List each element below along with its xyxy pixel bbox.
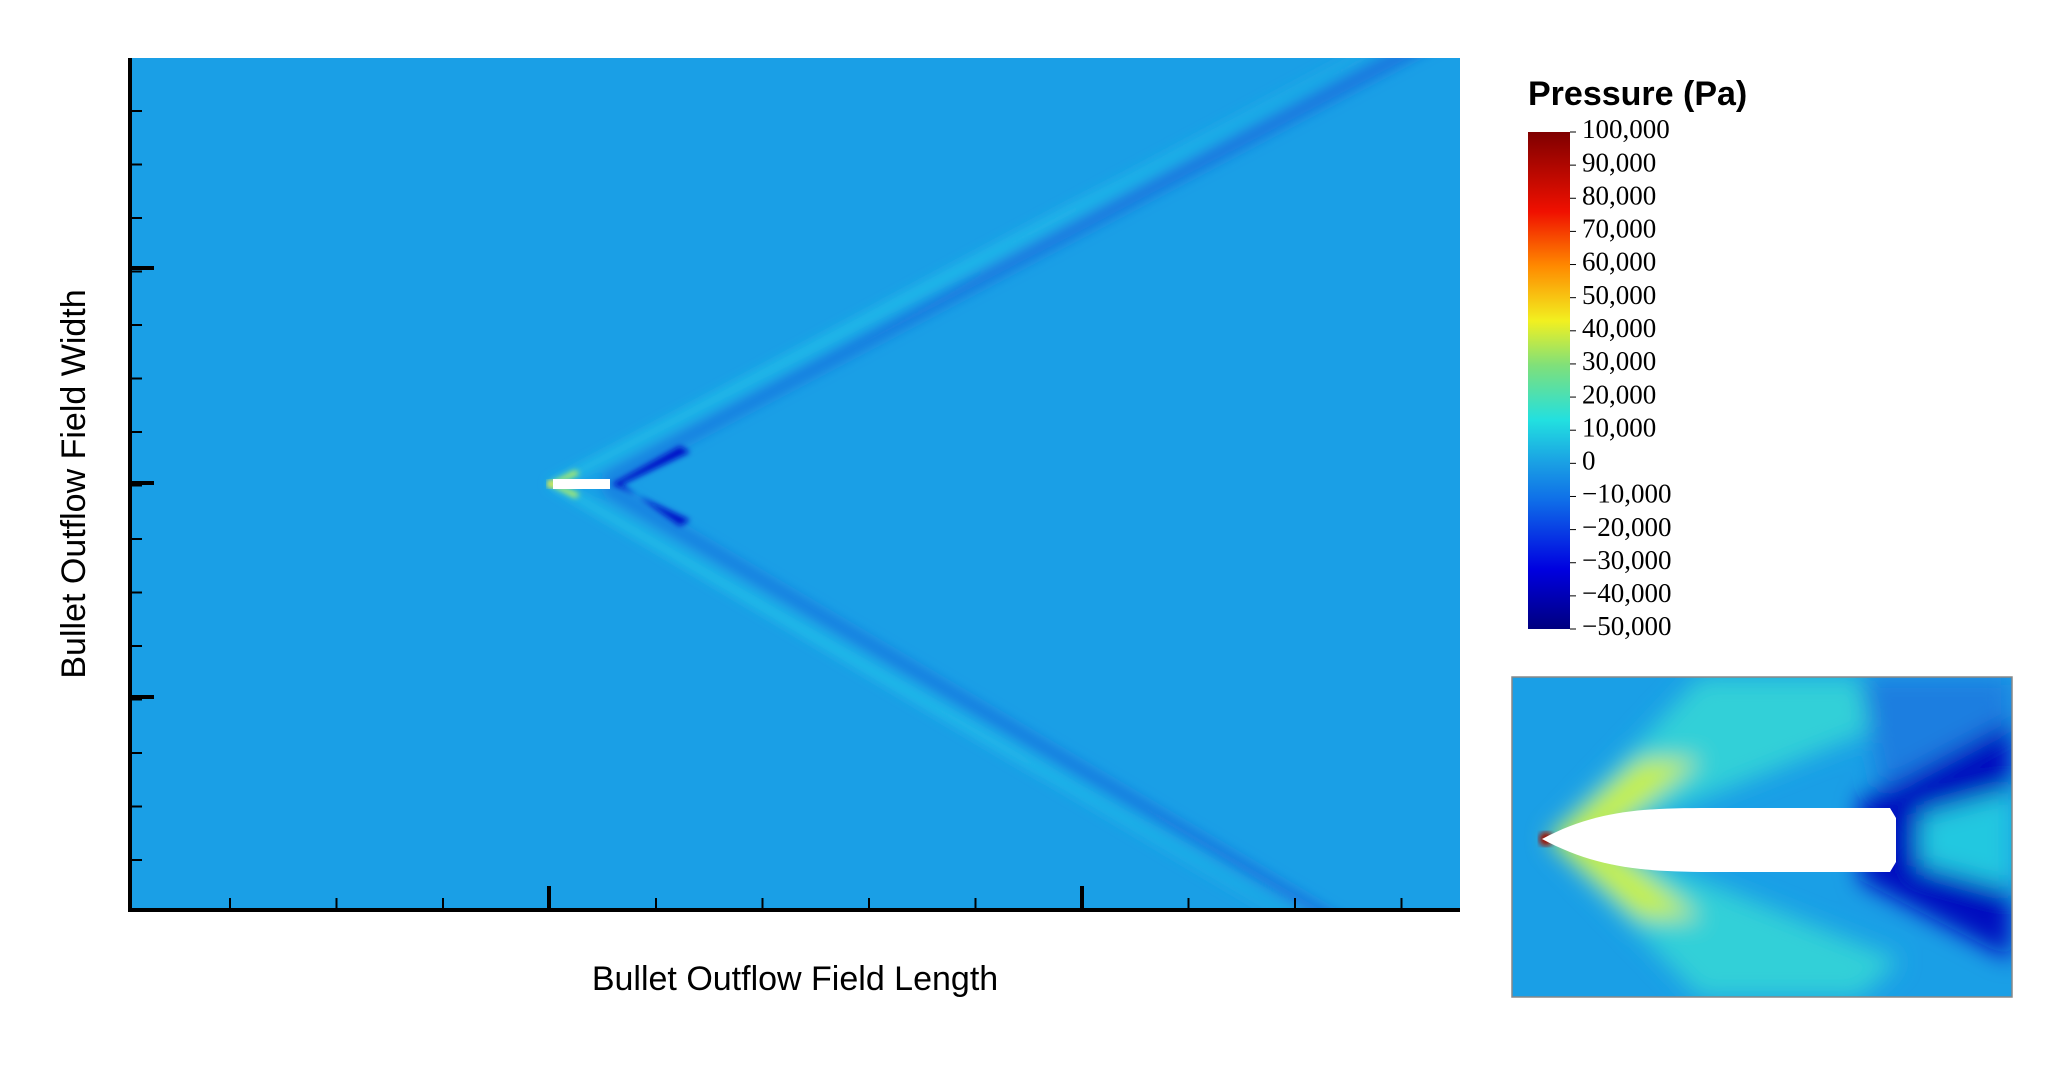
colorbar-tick-label: 100,000 — [1582, 114, 1670, 144]
colorbar-tick-label: −40,000 — [1582, 578, 1671, 608]
colorbar-tick-label: −20,000 — [1582, 512, 1671, 542]
colorbar-tick-label: 80,000 — [1582, 180, 1656, 210]
colorbar-tick-label: −30,000 — [1582, 545, 1671, 575]
colorbar-tick-label: 60,000 — [1582, 247, 1656, 277]
minor-ticks — [130, 110, 1403, 910]
inset-frame — [1511, 676, 2013, 998]
colorbar-tick-label: −10,000 — [1582, 479, 1671, 509]
axes — [128, 58, 1460, 912]
inset — [1512, 677, 2012, 997]
contour-field — [130, 58, 1460, 910]
colorbar-tick-label: 40,000 — [1582, 313, 1656, 343]
colorbar-title: Pressure (Pa) — [1528, 75, 1747, 113]
colorbar — [1528, 132, 1570, 629]
colorbar-tick-label: 50,000 — [1582, 280, 1656, 310]
x-axis-label: Bullet Outflow Field Length — [592, 960, 998, 998]
y-axis-label: Bullet Outflow Field Width — [55, 289, 93, 678]
colorbar-tick-label: −50,000 — [1582, 611, 1671, 641]
colorbar-tick-label: 0 — [1582, 446, 1596, 476]
colorbar-tick-label: 20,000 — [1582, 379, 1656, 409]
colorbar-tick-label: 90,000 — [1582, 147, 1656, 177]
colorbar-tick-label: 10,000 — [1582, 412, 1656, 442]
colorbar-tick-label: 70,000 — [1582, 214, 1656, 244]
colorbar-tick-label: 30,000 — [1582, 346, 1656, 376]
